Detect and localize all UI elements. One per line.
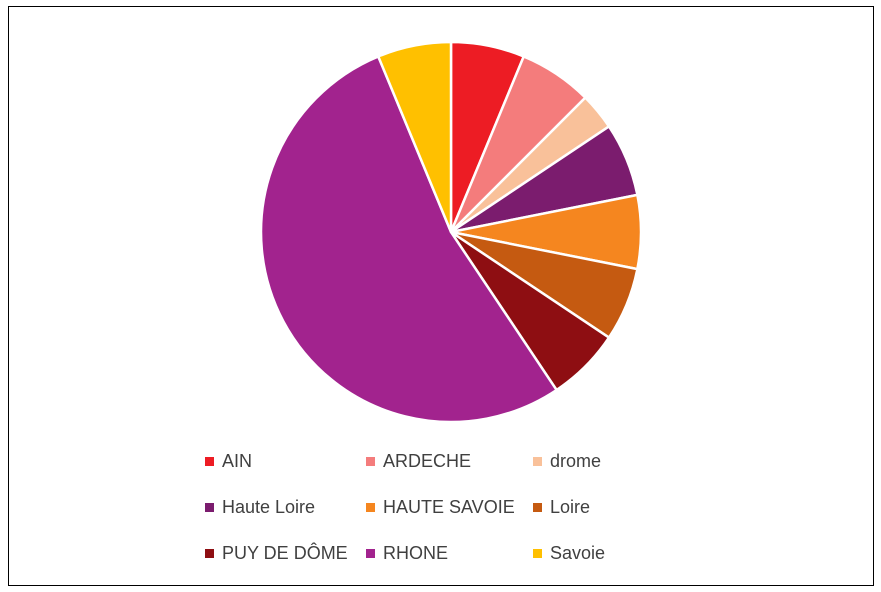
legend-item-rhone: RHONE [366,541,448,565]
legend-item-haute-savoie: HAUTE SAVOIE [366,495,515,519]
legend-label: Loire [550,497,591,517]
legend-swatch [205,502,214,512]
pie-slice-savoie [377,40,453,234]
legend-swatch [366,456,375,466]
legend-swatch [533,548,542,558]
pie-slice-rhone [259,55,558,424]
legend-label: RHONE [383,543,449,563]
legend-label: Haute Loire [222,497,316,517]
legend-label: PUY DE DÔME [222,543,348,563]
legend-label: ARDECHE [383,451,472,471]
legend-item-drome: drome [533,449,601,473]
legend-item-ain: AIN [205,449,252,473]
legend-item-puy-de-d-me: PUY DE DÔME [205,541,348,565]
legend-item-loire: Loire [533,495,590,519]
legend-label: drome [550,451,602,471]
legend-label: AIN [222,451,253,471]
legend-swatch [366,548,375,558]
legend-swatch [533,456,542,466]
legend-item-ardeche: ARDECHE [366,449,471,473]
legend-label: Savoie [550,543,606,563]
legend-swatch [205,456,214,466]
legend-swatch [366,502,375,512]
legend-swatch [533,502,542,512]
legend-item-haute-loire: Haute Loire [205,495,315,519]
legend-swatch [205,548,214,558]
legend-item-savoie: Savoie [533,541,605,565]
legend-label: HAUTE SAVOIE [383,497,515,517]
